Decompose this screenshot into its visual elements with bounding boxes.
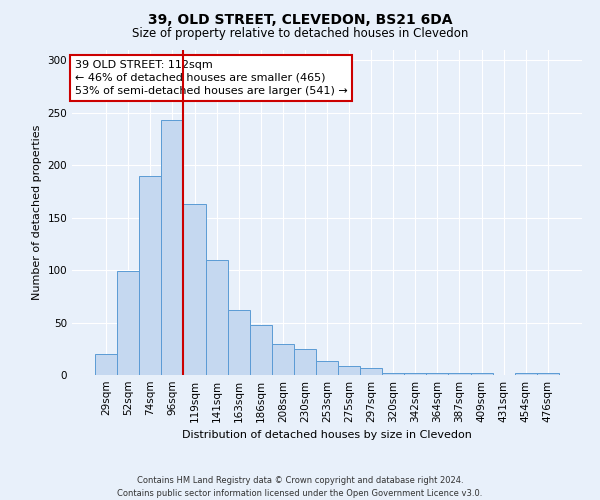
Bar	[184, 204, 206, 375]
Bar	[316, 362, 338, 375]
Bar	[272, 344, 294, 375]
Bar	[515, 373, 537, 375]
Bar	[360, 368, 382, 375]
Text: 39, OLD STREET, CLEVEDON, BS21 6DA: 39, OLD STREET, CLEVEDON, BS21 6DA	[148, 12, 452, 26]
Bar	[382, 373, 404, 375]
Bar	[250, 324, 272, 375]
Bar	[117, 271, 139, 375]
Bar	[206, 260, 227, 375]
Bar	[139, 176, 161, 375]
Bar	[294, 349, 316, 375]
Bar	[404, 373, 427, 375]
Y-axis label: Number of detached properties: Number of detached properties	[32, 125, 42, 300]
Bar	[448, 373, 470, 375]
Bar	[338, 366, 360, 375]
Bar	[227, 310, 250, 375]
X-axis label: Distribution of detached houses by size in Clevedon: Distribution of detached houses by size …	[182, 430, 472, 440]
Bar	[537, 373, 559, 375]
Text: Contains HM Land Registry data © Crown copyright and database right 2024.
Contai: Contains HM Land Registry data © Crown c…	[118, 476, 482, 498]
Text: Size of property relative to detached houses in Clevedon: Size of property relative to detached ho…	[132, 28, 468, 40]
Bar	[95, 354, 117, 375]
Bar	[427, 373, 448, 375]
Bar	[161, 120, 184, 375]
Bar	[470, 373, 493, 375]
Text: 39 OLD STREET: 112sqm
← 46% of detached houses are smaller (465)
53% of semi-det: 39 OLD STREET: 112sqm ← 46% of detached …	[74, 60, 347, 96]
